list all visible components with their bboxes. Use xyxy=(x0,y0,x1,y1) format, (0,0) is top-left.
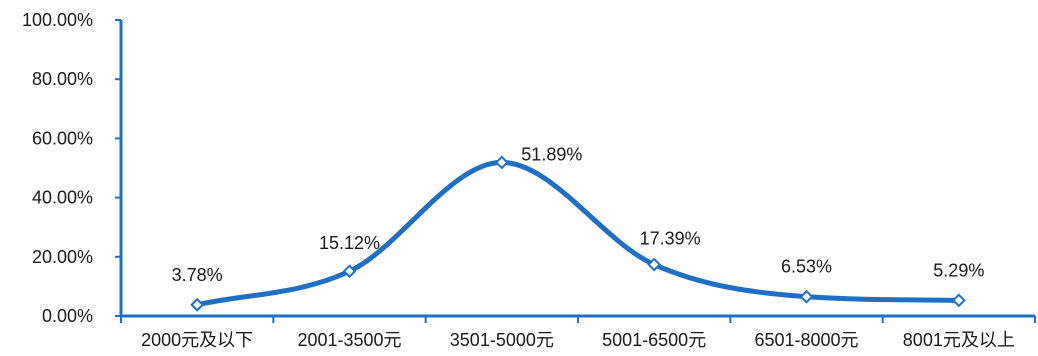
x-tick-label: 8001元及以上 xyxy=(903,330,1015,350)
data-label: 51.89% xyxy=(521,144,582,164)
x-tick-label: 2001-3500元 xyxy=(297,330,401,350)
data-point xyxy=(190,297,205,312)
x-axis-ticks: 2000元及以下 2001-3500元 3501-5000元 5001-6500元 65… xyxy=(120,316,1036,350)
data-label: 17.39% xyxy=(640,229,701,249)
y-tick-label: 60.00% xyxy=(32,128,93,148)
x-tick-label: 3501-5000元 xyxy=(450,330,554,350)
y-axis-ticks: 0.00% 20.00% 40.00% 60.00% 80.00% 100.00% xyxy=(22,10,121,326)
series-markers xyxy=(190,155,966,312)
y-tick-label: 20.00% xyxy=(32,247,93,267)
data-labels: 3.78% 15.12% 51.89% 17.39% 6.53% 5.29% xyxy=(172,144,985,284)
series-line xyxy=(194,159,962,308)
x-tick-label: 6501-8000元 xyxy=(754,330,858,350)
y-tick-label: 0.00% xyxy=(42,306,93,326)
data-point xyxy=(951,293,966,308)
y-tick-label: 40.00% xyxy=(32,188,93,208)
axes xyxy=(119,20,1035,318)
data-label: 5.29% xyxy=(933,260,984,280)
y-tick-label: 100.00% xyxy=(22,10,93,30)
data-point xyxy=(647,257,662,272)
data-point xyxy=(494,155,509,170)
y-tick-label: 80.00% xyxy=(32,69,93,89)
data-point xyxy=(799,289,814,304)
data-label: 15.12% xyxy=(319,233,380,253)
data-label: 3.78% xyxy=(172,265,223,285)
data-point xyxy=(342,264,357,279)
x-tick-label: 5001-6500元 xyxy=(602,330,706,350)
x-tick-label: 2000元及以下 xyxy=(141,330,253,350)
data-label: 6.53% xyxy=(781,257,832,277)
